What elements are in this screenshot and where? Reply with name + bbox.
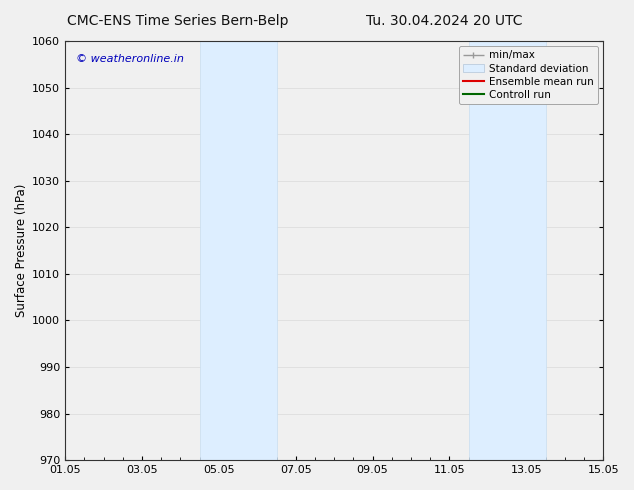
Text: © weatheronline.in: © weatheronline.in: [76, 53, 184, 64]
Text: CMC-ENS Time Series Bern-Belp: CMC-ENS Time Series Bern-Belp: [67, 14, 288, 28]
Bar: [469, 41, 545, 460]
Bar: [200, 41, 276, 460]
Legend: min/max, Standard deviation, Ensemble mean run, Controll run: min/max, Standard deviation, Ensemble me…: [459, 46, 598, 104]
Y-axis label: Surface Pressure (hPa): Surface Pressure (hPa): [15, 184, 28, 318]
Text: Tu. 30.04.2024 20 UTC: Tu. 30.04.2024 20 UTC: [366, 14, 522, 28]
